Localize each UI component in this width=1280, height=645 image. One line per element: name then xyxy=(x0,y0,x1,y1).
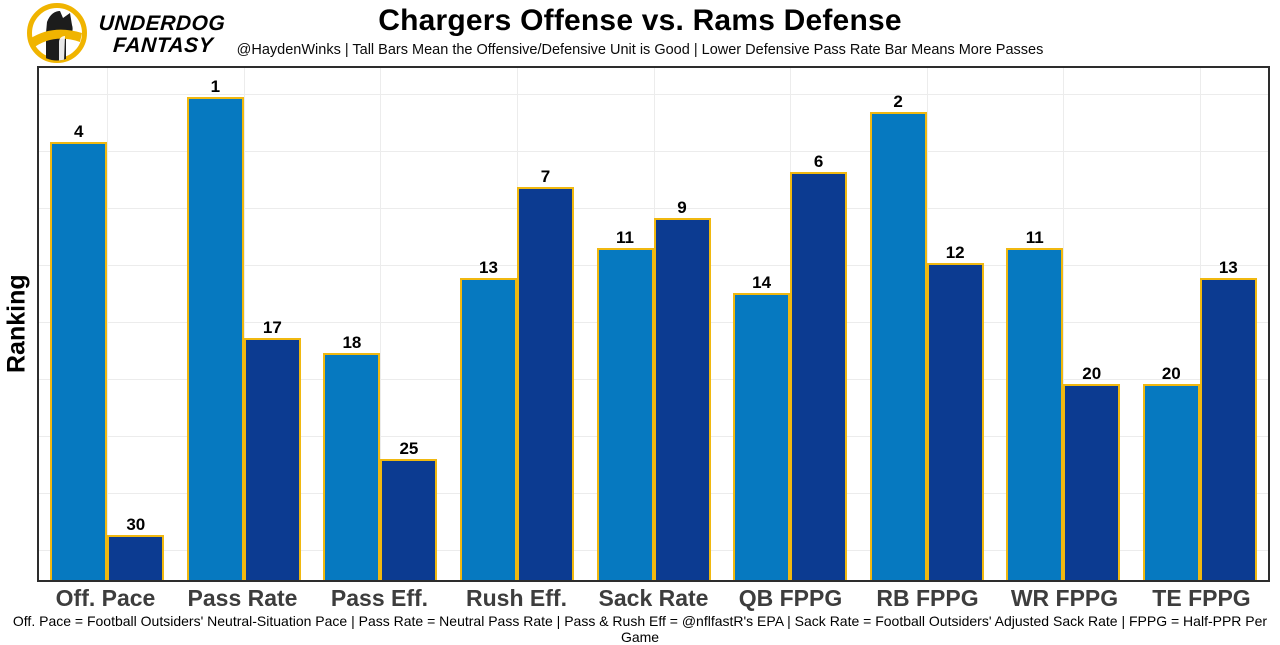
bar-pair: 2 12 xyxy=(869,92,984,580)
x-tick-label-sack-rate: Sack Rate xyxy=(598,585,709,611)
bar-pair: 11 9 xyxy=(596,198,711,580)
bar-value-label: 11 xyxy=(1025,228,1044,247)
bar-value-label: 14 xyxy=(752,273,772,292)
offense-bar-rb-fppg: 2 xyxy=(869,92,927,580)
bar-value-label: 17 xyxy=(262,318,282,337)
bar-group-sack-rate: 11 9 xyxy=(585,68,722,580)
x-tick-label-rb-fppg: RB FPPG xyxy=(876,585,979,611)
bar-group-qb-fppg: 14 6 xyxy=(722,68,859,580)
bar-value-label: 1 xyxy=(210,77,221,96)
gridline-horizontal xyxy=(39,208,1268,209)
defense-bar-pass-eff: 25 xyxy=(380,439,438,580)
bar-value-label: 6 xyxy=(813,152,824,171)
underdog-dog-icon xyxy=(27,3,87,63)
bar-group-pass-rate: 1 17 xyxy=(176,68,313,580)
bar-pair: 14 6 xyxy=(733,152,848,580)
x-tick-label-off-pace: Off. Pace xyxy=(55,585,156,611)
bar-value-label: 30 xyxy=(126,515,146,534)
bar-group-te-fppg: 20 13 xyxy=(1132,68,1269,580)
defense-bar-qb-fppg: 6 xyxy=(790,152,848,580)
bar-value-label: 2 xyxy=(893,92,903,111)
bar-group-wr-fppg: 11 20 xyxy=(995,68,1132,580)
bar-group-rb-fppg: 2 12 xyxy=(858,68,995,580)
bar-group-off-pace: 4 30 xyxy=(39,68,176,580)
bar-value-label: 7 xyxy=(540,167,551,186)
offense-bar-rush-eff: 13 xyxy=(459,258,517,580)
offense-bar-pass-rate: 1 xyxy=(186,77,244,580)
bar-pair: 13 7 xyxy=(459,167,574,580)
chart-subtitle: @HaydenWinks | Tall Bars Mean the Offens… xyxy=(236,42,1044,58)
defense-bar-te-fppg: 13 xyxy=(1199,258,1257,580)
footer-note: Off. Pace = Football Outsiders' Neutral-… xyxy=(12,613,1268,645)
gridline-vertical xyxy=(380,68,382,580)
bar-value-label: 25 xyxy=(399,439,419,458)
bar-value-label: 11 xyxy=(616,228,635,247)
bar-value-label: 13 xyxy=(1218,258,1238,277)
gridline-horizontal xyxy=(39,94,1268,95)
bar-value-label: 18 xyxy=(342,333,362,352)
y-axis-label: Ranking xyxy=(2,274,31,374)
x-tick-label-rush-eff: Rush Eff. xyxy=(466,585,567,611)
bar-value-label: 12 xyxy=(945,243,965,262)
bar-pair: 11 20 xyxy=(1006,228,1121,580)
gridline-horizontal xyxy=(39,151,1268,152)
bar-groups: 4 30 1 17 18 25 13 7 11 9 14 6 2 12 11 20 20 13 xyxy=(39,68,1268,580)
offense-bar-wr-fppg: 11 xyxy=(1006,228,1064,580)
gridline-vertical xyxy=(1063,68,1065,580)
bar-value-label: 13 xyxy=(479,258,498,277)
defense-bar-pass-rate: 17 xyxy=(243,318,301,580)
defense-bar-rb-fppg: 12 xyxy=(926,243,984,580)
defense-bar-wr-fppg: 20 xyxy=(1063,364,1121,580)
bar-value-label: 20 xyxy=(1161,364,1181,383)
x-tick-label-te-fppg: TE FPPG xyxy=(1152,585,1251,611)
x-tick-label-qb-fppg: QB FPPG xyxy=(738,585,843,611)
x-tick-label-pass-rate: Pass Rate xyxy=(187,585,298,611)
chart-title: Chargers Offense vs. Rams Defense xyxy=(378,4,902,37)
defense-bar-sack-rate: 9 xyxy=(653,198,711,580)
bar-value-label: 9 xyxy=(677,198,687,217)
x-axis-labels: Off. Pace Pass Rate Pass Eff. Rush Eff. Sack… xyxy=(37,585,1270,612)
gridline-vertical xyxy=(107,68,109,580)
bar-chart-plot-area: 4 30 1 17 18 25 13 7 11 9 14 6 2 12 11 20 20 13 xyxy=(37,66,1270,582)
gridline-vertical xyxy=(243,68,245,580)
defense-bar-rush-eff: 7 xyxy=(516,167,574,580)
offense-bar-sack-rate: 11 xyxy=(596,228,654,580)
offense-bar-off-pace: 4 xyxy=(50,122,108,580)
bar-value-label: 4 xyxy=(74,122,84,141)
offense-bar-qb-fppg: 14 xyxy=(733,273,791,580)
bar-pair: 1 17 xyxy=(186,77,301,580)
x-tick-label-pass-eff: Pass Eff. xyxy=(330,585,429,611)
underdog-logo xyxy=(26,2,88,69)
defense-bar-off-pace: 30 xyxy=(107,515,165,580)
bar-pair: 20 13 xyxy=(1142,258,1257,580)
bar-value-label: 20 xyxy=(1082,364,1102,383)
bar-pair: 4 30 xyxy=(50,122,165,580)
bar-group-pass-eff: 18 25 xyxy=(312,68,449,580)
offense-bar-te-fppg: 20 xyxy=(1142,364,1200,580)
offense-bar-pass-eff: 18 xyxy=(323,333,381,580)
x-tick-label-wr-fppg: WR FPPG xyxy=(1010,585,1119,611)
bar-pair: 18 25 xyxy=(323,333,438,580)
bar-group-rush-eff: 13 7 xyxy=(449,68,586,580)
